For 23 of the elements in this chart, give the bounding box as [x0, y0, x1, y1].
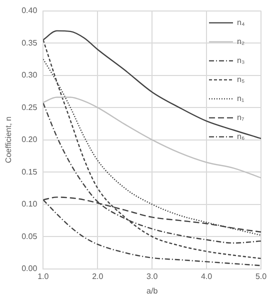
x-tick-label: 4.0 [200, 272, 213, 281]
y-axis-title: Coefficient, n [4, 116, 14, 164]
legend-label: n₇ [237, 113, 244, 122]
y-tick-label: 0.20 [22, 135, 38, 144]
x-tick-label: 2.0 [92, 272, 104, 281]
legend-label: n₅ [237, 75, 245, 84]
legend-label: n₃ [237, 56, 245, 66]
legend-label: n₁ [237, 94, 244, 104]
y-tick-label: 0.35 [22, 38, 38, 48]
y-tick-label: 0.00 [22, 264, 38, 274]
x-tick-label: 5.0 [255, 272, 268, 281]
y-tick-label: 0.25 [22, 102, 38, 112]
y-tick-label: 0.15 [22, 167, 38, 176]
x-tick-label: 3.0 [146, 272, 158, 281]
y-tick-label: 0.05 [22, 232, 38, 241]
legend-label: n₆ [237, 132, 245, 142]
y-tick-label: 0.40 [22, 6, 38, 16]
x-axis-title: a/b [146, 286, 158, 296]
legend-label: n₂ [237, 37, 245, 46]
y-tick-label: 0.30 [22, 70, 38, 80]
legend-label: n₄ [237, 18, 245, 28]
x-tick-label: 1.0 [38, 272, 50, 281]
y-tick-label: 0.10 [22, 200, 38, 209]
